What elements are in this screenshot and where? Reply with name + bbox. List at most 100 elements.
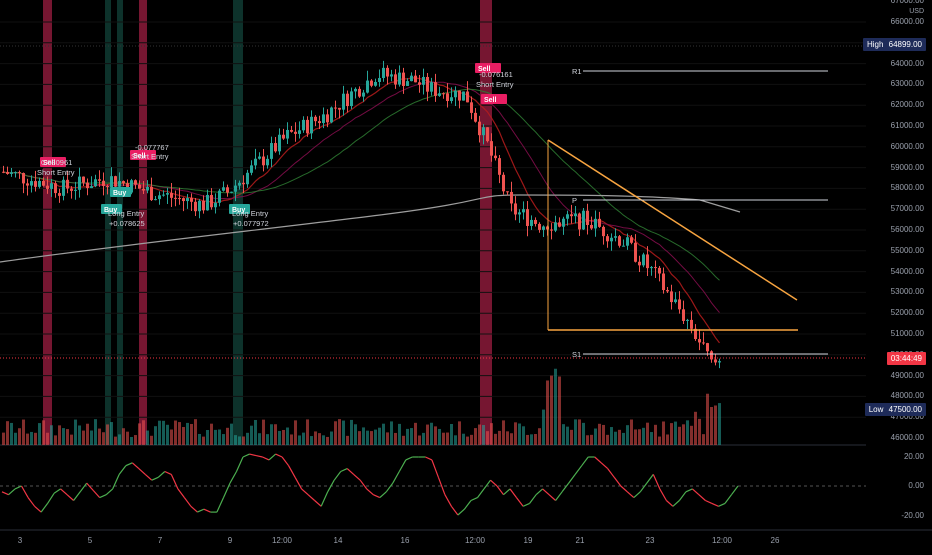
oscillator-segment [373, 494, 381, 499]
time-tick-label: 5 [88, 536, 93, 545]
volume-bar [62, 428, 65, 445]
volume-bar [134, 435, 137, 445]
high-tag-value: 64899.00 [888, 40, 922, 49]
signal-band [117, 0, 123, 445]
volume-bar [710, 407, 713, 445]
candle-body [38, 180, 41, 187]
volume-bar [554, 368, 557, 445]
volume-bar [442, 432, 445, 445]
volume-bar [662, 421, 665, 445]
candle-body [470, 102, 473, 113]
candle-body [606, 236, 609, 242]
candle-body [454, 90, 457, 98]
candle-body [94, 179, 97, 187]
long-entry-value: +0.077972 [233, 219, 269, 228]
oscillator-segment [92, 489, 101, 499]
oscillator-segment [268, 453, 276, 461]
oscillator-segment [477, 488, 485, 498]
candle-body [554, 222, 557, 231]
oscillator-segment [8, 488, 16, 496]
short-entry-label: Short Entry [476, 80, 514, 89]
candle-body [42, 180, 45, 186]
volume-bar [190, 424, 193, 445]
oscillator-segment [60, 488, 68, 496]
drawn-lines [0, 45, 866, 359]
candle-body [54, 183, 57, 194]
candle-body [630, 237, 633, 243]
candle-body [494, 155, 497, 159]
oscillator-segment [711, 502, 719, 507]
countdown-value: 03:44:49 [890, 354, 922, 363]
candle-body [242, 182, 245, 185]
candle-body [378, 78, 381, 82]
volume-bar [626, 425, 629, 445]
oscillator-segment [164, 470, 172, 475]
sell-badge: Sell [484, 97, 497, 104]
volume-bar [198, 433, 201, 445]
volume-bar [342, 420, 345, 445]
volume-bar [498, 430, 501, 445]
volume-bar [658, 436, 661, 445]
oscillator-segment [555, 491, 563, 501]
oscillator-segment [581, 456, 589, 467]
volume-bar [386, 432, 389, 445]
candle-body [566, 214, 569, 219]
volume-bar [466, 436, 469, 445]
volume-bar [382, 423, 385, 445]
volume-bar [186, 422, 189, 445]
volume-bar [202, 436, 205, 445]
volume-bar [394, 432, 397, 445]
volume-bar [702, 434, 705, 445]
oscillator-segment [457, 508, 465, 516]
candle-body [318, 121, 321, 124]
candle-body [622, 245, 625, 247]
volume-bar [166, 424, 169, 445]
volume-bar [562, 424, 565, 445]
candle-body [674, 299, 677, 303]
candle-body [166, 193, 169, 195]
volume-bar [654, 424, 657, 445]
volume-bar [326, 436, 329, 445]
oscillator-segment [125, 462, 133, 467]
volume-bar [594, 428, 597, 445]
candle-body [110, 176, 113, 188]
candle-body [590, 224, 593, 229]
oscillator-segment [672, 500, 680, 507]
trend-line [547, 139, 798, 301]
oscillator-segment [639, 482, 648, 493]
oscillator-tick-label: 20.00 [903, 452, 924, 461]
candle-body [550, 229, 553, 231]
candle-body [586, 210, 589, 225]
oscillator-tick-label: -20.00 [901, 511, 924, 520]
time-tick-label: 9 [228, 536, 233, 545]
volume-bar [446, 432, 449, 445]
candle-body [474, 112, 477, 122]
price-axis[interactable]: USD 67000.0066000.0065000.0064000.006300… [866, 0, 932, 530]
candle-body [150, 186, 153, 201]
oscillator-segment [490, 479, 498, 487]
oscillator-segment [731, 485, 739, 496]
oscillator-segment [548, 494, 556, 501]
oscillator-segment [633, 491, 641, 499]
oscillator-segment [177, 488, 185, 498]
volume-bar [714, 405, 717, 445]
candle-body [534, 219, 537, 224]
candle-body [214, 202, 217, 208]
candle-body [22, 173, 25, 184]
volume-bar [534, 434, 537, 445]
volume-bar [614, 431, 617, 445]
buy-badge-bg [229, 204, 250, 214]
candle-body [138, 184, 141, 189]
volume-bar [518, 423, 521, 445]
volume-bar [694, 411, 697, 445]
signal-band [139, 0, 147, 445]
oscillator-segment [450, 505, 459, 516]
oscillator-segment [529, 494, 537, 504]
candle-body [18, 172, 21, 174]
candle-body [466, 91, 469, 103]
oscillator-segment [190, 505, 198, 513]
volume-bar [214, 429, 217, 445]
candle-body [118, 181, 121, 187]
